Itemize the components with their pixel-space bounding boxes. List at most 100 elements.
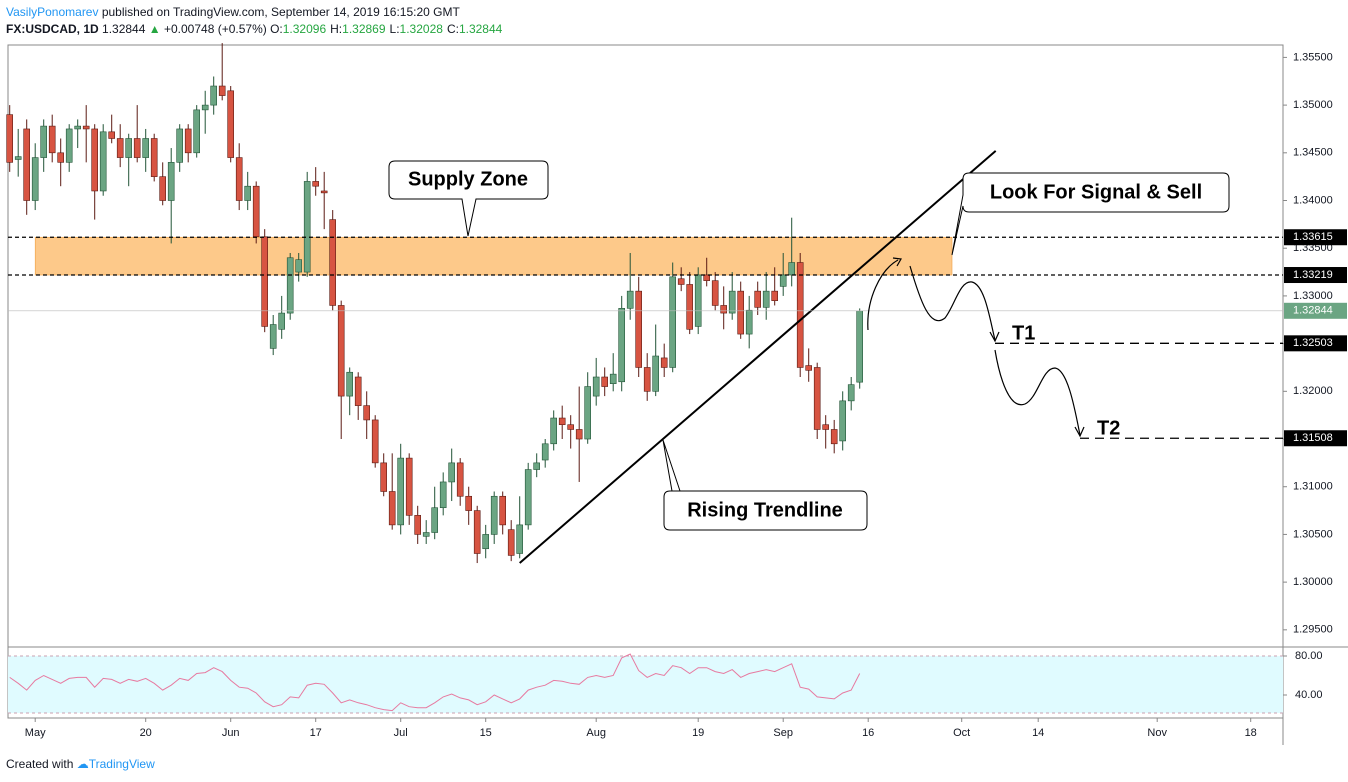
- trendline: [519, 150, 997, 564]
- candle-body: [550, 417, 558, 445]
- candle-body: [652, 355, 660, 392]
- y-tick-label: 1.31000: [1293, 481, 1333, 493]
- x-tick-label: 16: [862, 727, 874, 739]
- ohlc-value: 1.32869: [342, 22, 386, 36]
- candle-body: [779, 274, 787, 287]
- candle-body: [456, 462, 464, 497]
- candle-body: [694, 274, 702, 327]
- annotation: Look For Signal & Sell: [990, 181, 1202, 203]
- candle-body: [150, 138, 158, 177]
- candle-body: [601, 376, 609, 387]
- candle-body: [244, 185, 251, 201]
- brand-icon: ☁: [76, 757, 89, 771]
- candle-body: [745, 309, 753, 335]
- ohlc-key: L:: [389, 22, 400, 36]
- ohlc-key: C:: [446, 22, 459, 36]
- candle-body: [193, 109, 200, 154]
- candle-body: [541, 443, 549, 461]
- candle-body: [805, 365, 813, 371]
- candle-body: [142, 138, 149, 158]
- rsi-line: [9, 653, 861, 712]
- author[interactable]: VasilyPonomarev: [6, 5, 99, 19]
- callout-signal: Look For Signal & Sell: [951, 172, 1230, 256]
- candle-body: [822, 424, 830, 430]
- candle-body: [6, 114, 13, 163]
- candle-body: [125, 138, 132, 158]
- candle-body: [23, 128, 31, 201]
- candle-body: [261, 236, 269, 327]
- candle-body: [210, 85, 217, 106]
- candle-body: [337, 305, 345, 397]
- projection-t1: [909, 265, 996, 341]
- candle-body: [320, 190, 328, 194]
- last-price: 1.32844: [102, 22, 146, 36]
- candle-body: [414, 515, 422, 535]
- ohlc-value: 1.32096: [282, 22, 327, 36]
- price-tag-label: 1.32503: [1293, 337, 1333, 349]
- candle-body: [643, 367, 651, 392]
- candle-body: [813, 367, 821, 430]
- candle-body: [609, 373, 617, 384]
- callout-supply: Supply Zone: [388, 160, 549, 237]
- x-tick-label: 15: [480, 727, 492, 739]
- arrow-head: [892, 257, 902, 267]
- x-tick-label: 17: [310, 727, 322, 739]
- price-tag: [1284, 267, 1347, 284]
- supply-zone: [34, 236, 953, 276]
- candle-body: [108, 131, 115, 139]
- publish-line: VasilyPonomarev published on TradingView…: [6, 5, 460, 19]
- candle-body: [371, 419, 379, 464]
- symbol: FX:USDCAD, 1D: [6, 22, 99, 36]
- candle-body: [507, 529, 515, 556]
- candle-body: [796, 262, 804, 368]
- x-tick-label: 19: [692, 727, 704, 739]
- candle-body: [516, 524, 524, 554]
- y-tick-label: 1.35000: [1293, 99, 1333, 111]
- candle-body: [227, 90, 234, 158]
- candle-body: [465, 495, 473, 511]
- x-tick-label: May: [25, 727, 46, 739]
- candle-body: [584, 386, 592, 440]
- annotation: Rising Trendline: [687, 499, 843, 521]
- price-tag-label: 1.31508: [1293, 432, 1333, 444]
- projection-t2: [994, 349, 1081, 436]
- candle-body: [278, 312, 286, 330]
- brand[interactable]: TradingView: [88, 757, 155, 771]
- rsi-band: [8, 656, 1283, 713]
- candle-body: [74, 125, 81, 130]
- x-tick-label: Jun: [222, 727, 240, 739]
- y-tick-label: 80.00: [1295, 650, 1323, 662]
- ohlc-value: 1.32844: [458, 22, 503, 36]
- price-tag: [1284, 302, 1347, 319]
- published: published on TradingView.com, September …: [101, 5, 460, 19]
- candle-body: [167, 162, 175, 201]
- candle-body: [771, 290, 779, 301]
- target-label: T1: [1012, 323, 1035, 345]
- candle-body: [499, 495, 507, 526]
- candle-body: [405, 457, 413, 516]
- candle-body: [762, 290, 770, 308]
- price-tag-label: 1.33219: [1293, 269, 1333, 281]
- candle-body: [856, 310, 864, 383]
- ohlc-key: H:: [330, 22, 343, 36]
- candle-body: [686, 284, 694, 330]
- callout-box: [662, 439, 868, 531]
- candle-body: [40, 125, 48, 158]
- candle-body: [252, 185, 260, 238]
- candle-body: [329, 219, 337, 306]
- y-tick-label: 1.30500: [1293, 528, 1333, 540]
- candle-body: [728, 290, 736, 314]
- candle-body: [57, 152, 65, 163]
- callout-trendline: Rising Trendline: [662, 439, 868, 531]
- candle-body: [422, 532, 430, 537]
- candle-body: [303, 181, 311, 273]
- up-arrow: ▲: [148, 22, 161, 36]
- candle-body: [82, 125, 90, 130]
- candle-body: [567, 424, 575, 430]
- candle-body: [354, 376, 362, 406]
- ohlc: O:1.32096 H:1.32869 L:1.32028 C:1.32844: [270, 22, 506, 36]
- annotation: Supply Zone: [408, 168, 528, 190]
- candle-body: [788, 262, 796, 276]
- candle-body: [235, 157, 243, 201]
- candle-body: [754, 290, 762, 308]
